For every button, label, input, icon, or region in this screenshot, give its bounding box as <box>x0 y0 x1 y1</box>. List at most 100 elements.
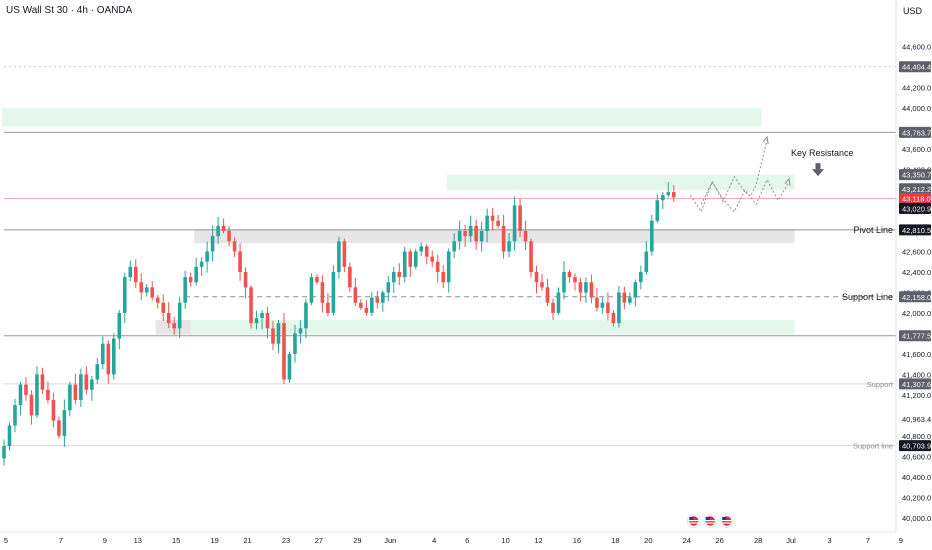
x-tick-label: 24 <box>683 536 691 545</box>
candle-body <box>424 246 429 257</box>
candle-body <box>639 271 643 283</box>
x-tick-label: 19 <box>210 536 218 545</box>
candle-body <box>595 297 599 308</box>
x-tick-label: 5 <box>4 536 8 545</box>
candle-body <box>210 236 215 252</box>
x-tick-label: 16 <box>573 536 581 545</box>
candle-body <box>51 399 56 421</box>
candle-body <box>205 251 209 262</box>
candle-body <box>221 225 226 232</box>
us-flag-canton <box>705 517 710 520</box>
candle-body <box>232 241 237 252</box>
candle-body <box>188 277 193 283</box>
candle-body <box>79 374 83 400</box>
x-tick-label: 10 <box>501 536 509 545</box>
y-tick-label: 40,400.0 <box>902 473 931 482</box>
candle-body <box>671 192 676 198</box>
candle-body <box>249 287 253 324</box>
candle-body <box>452 241 456 252</box>
pivot-zone <box>194 228 795 244</box>
y-tick-label: 44,600.0 <box>902 43 931 52</box>
price-badge-label: 41,777.5 <box>902 332 931 341</box>
candle-body <box>644 251 649 272</box>
candle-body <box>479 231 484 242</box>
candle-body <box>199 261 204 267</box>
candle-body <box>315 277 319 283</box>
candle-body <box>381 292 385 303</box>
candle-body <box>46 389 50 400</box>
x-tick-label: Jun <box>384 536 396 545</box>
candle-body <box>540 282 544 288</box>
x-tick-label: 20 <box>644 536 652 545</box>
support-zone <box>188 320 795 335</box>
candle-body <box>584 282 588 293</box>
candle-body <box>655 200 660 221</box>
price-badge-label: 40,703.9 <box>902 442 931 451</box>
price-badge <box>899 183 931 195</box>
candle-body <box>617 292 621 324</box>
candle-body <box>589 282 594 298</box>
price-badge-label: 43,020.9 <box>902 204 931 213</box>
y-tick-label: 42,000.0 <box>902 309 931 318</box>
candle-body <box>337 241 341 272</box>
x-tick-label: 7 <box>59 536 63 545</box>
candle-body <box>348 266 352 288</box>
candle-body <box>490 215 495 221</box>
y-tick-label: 41,200.0 <box>902 391 931 400</box>
price-badge <box>899 61 931 73</box>
candle-body <box>567 271 572 278</box>
y-tick-label: 41,400.0 <box>902 370 931 379</box>
y-tick-label: 41,600.0 <box>902 350 931 359</box>
candle-body <box>101 343 105 365</box>
candle-body <box>529 241 533 272</box>
y-tick-label: 40,200.0 <box>902 493 931 502</box>
candle-body <box>155 297 160 303</box>
candle-body <box>298 328 303 334</box>
level-label-11: Support line <box>853 442 893 451</box>
x-tick-label: 26 <box>716 536 724 545</box>
y-tick-label: 43,600.0 <box>902 145 931 154</box>
candle-body <box>496 220 500 226</box>
candle-body <box>90 379 94 390</box>
level-label-9: Support <box>867 380 894 389</box>
candle-body <box>435 261 440 272</box>
candle-body <box>430 256 435 262</box>
candle-body <box>282 323 286 380</box>
candle-body <box>628 297 632 303</box>
levels-layer <box>4 66 896 447</box>
price-badge <box>899 224 931 236</box>
us-flag-stripe <box>721 520 732 522</box>
projection-path-up <box>689 139 768 213</box>
candle-body <box>474 225 478 242</box>
x-axis: 5 7 9 13 15 19 21 23 27 29 Jun 4 6 10 12 16 18 20 24 26 28 Ju… <box>0 531 903 545</box>
candle-body <box>260 312 264 319</box>
candle-body <box>84 374 89 390</box>
candle-body <box>523 231 528 242</box>
chart-title: US Wall St 30 · 4h · OANDA <box>6 5 133 16</box>
y-tick-label: 40,800.0 <box>902 432 931 441</box>
price-badge-label: 43,350.7 <box>902 171 931 180</box>
x-tick-label: 9 <box>103 536 107 545</box>
candle-body <box>397 271 402 278</box>
candle-body <box>326 302 330 313</box>
candle-body <box>161 302 166 313</box>
candle-body <box>353 287 358 303</box>
x-tick-label: 3 <box>827 536 831 545</box>
candle-body <box>573 277 577 283</box>
candle-body <box>457 231 462 242</box>
upper-supply-zone <box>2 108 762 127</box>
candle-body <box>18 384 23 406</box>
annotation-key-resistance: Key Resistance <box>791 148 854 158</box>
candle-body <box>150 287 155 298</box>
candle-body <box>304 302 308 329</box>
candle-body <box>133 266 138 283</box>
candle-body <box>551 302 555 313</box>
x-tick-label: 4 <box>432 536 436 545</box>
price-badge-label: 42,810.5 <box>902 226 931 235</box>
y-tick-label: 44,200.0 <box>902 84 931 93</box>
x-tick-label: Jul <box>786 536 796 545</box>
candle-body <box>293 333 297 354</box>
x-tick-label: 27 <box>315 536 323 545</box>
price-badge <box>899 169 931 181</box>
